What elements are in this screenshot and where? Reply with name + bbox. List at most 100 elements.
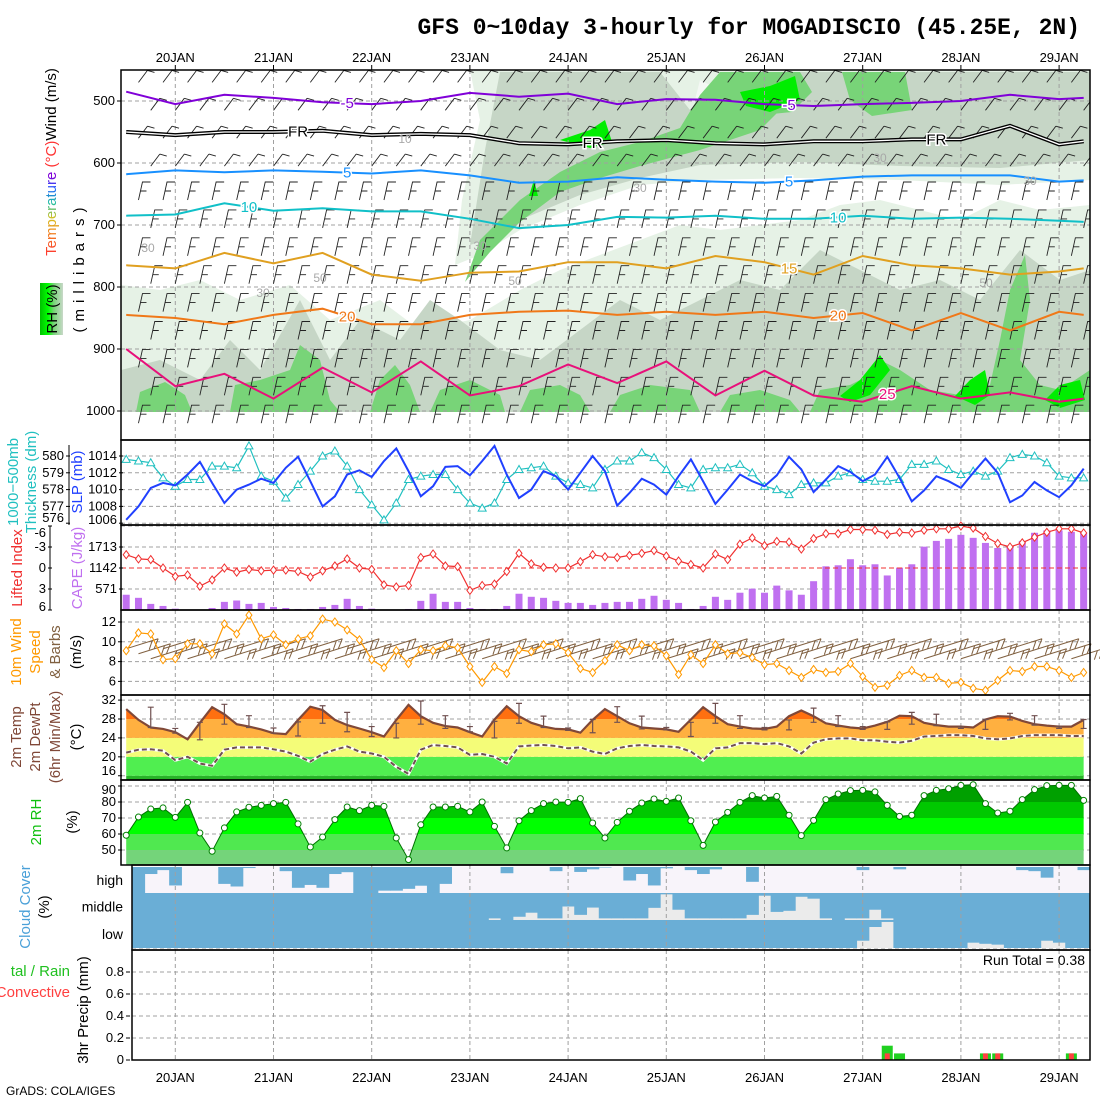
cloud-bar-middle — [991, 893, 1005, 920]
rh-marker — [1043, 782, 1051, 790]
wind-barb — [273, 265, 286, 284]
cloud-bar-low — [500, 920, 514, 948]
wind-barb — [469, 376, 482, 396]
cloud-bar-middle — [1016, 893, 1029, 920]
wind-barb — [260, 293, 274, 312]
day-label-top: 26JAN — [745, 50, 784, 65]
cape-label: CAPE (J/kg) — [69, 527, 86, 610]
lifted-index-marker — [343, 554, 351, 564]
thickness-marker — [219, 461, 230, 470]
cloud-bar-middle — [218, 893, 232, 920]
wind-barb — [567, 321, 581, 340]
cloud-bar-low — [623, 920, 637, 948]
surface-wind-barb — [641, 638, 675, 650]
wind-barb — [727, 348, 740, 368]
wind-barb — [1083, 101, 1090, 111]
cloud-bar-high — [696, 867, 710, 875]
thickness-marker — [305, 466, 316, 475]
cape-bar — [270, 606, 277, 610]
wind-barb — [923, 237, 937, 256]
rh-marker — [736, 798, 744, 806]
surface-wind-barb — [261, 648, 294, 660]
temperature-minmax-bar — [565, 727, 572, 731]
cloud-bar-middle — [390, 893, 403, 920]
lifted-index-marker — [183, 570, 192, 580]
cloud-bar-high — [390, 867, 403, 891]
temperature-minmax-bar — [835, 715, 842, 728]
wind-barb — [1058, 153, 1076, 167]
wind-barb — [1046, 125, 1063, 139]
surface-wind-barb — [936, 638, 969, 650]
wind-barb — [776, 404, 789, 424]
pressure-tick-label: 600 — [93, 155, 115, 170]
run-total: Run Total = 0.38 — [983, 952, 1085, 968]
wind-barb — [825, 348, 838, 368]
wind-barb — [800, 293, 814, 312]
wind-barb — [776, 293, 789, 312]
wind-barb — [322, 265, 335, 284]
wind-barb — [174, 97, 192, 111]
thickness-marker — [465, 498, 475, 507]
wind-barb — [444, 209, 458, 228]
wind-barb — [739, 97, 757, 111]
cloud-bar-middle — [635, 893, 649, 919]
cloud-bar-high — [414, 867, 428, 886]
cape-bar — [662, 599, 670, 610]
thickness-marker — [330, 445, 340, 455]
cloud-bar-high — [1028, 867, 1042, 872]
rh-contour-label: 30 — [473, 239, 487, 253]
cape-bar — [466, 607, 474, 610]
thickness-marker — [1029, 450, 1040, 460]
wind-barb — [309, 70, 327, 83]
rh-legend-box — [40, 283, 63, 335]
cloud-bar-middle — [193, 893, 207, 920]
cloud-bar-low — [672, 920, 686, 948]
wind-barb — [420, 153, 437, 167]
temp-label-3: (6hr Min/Max) — [47, 691, 64, 784]
wind-barb — [187, 70, 204, 83]
lifted-index-marker — [981, 531, 990, 542]
wind-barb — [506, 125, 523, 139]
cloud-bar-low — [819, 920, 833, 948]
rh-marker — [392, 834, 400, 842]
cape-bar — [699, 605, 707, 610]
wind-barb — [678, 404, 691, 424]
wind-barb — [1070, 293, 1084, 312]
wind-speed-marker — [196, 638, 204, 649]
wind-barb — [408, 404, 421, 424]
wind-barb — [408, 181, 421, 201]
cloud-bar-low — [341, 920, 354, 948]
cape-bar — [650, 595, 658, 610]
wind-barb — [1058, 321, 1072, 340]
wind-barb — [481, 181, 495, 201]
temperature-line — [125, 703, 1085, 741]
rh-marker — [134, 813, 142, 821]
wind-barb — [850, 125, 867, 139]
surface-wind-barb — [567, 638, 601, 650]
wind-barb — [358, 348, 372, 368]
cloud-bar-middle — [463, 893, 477, 920]
wind-barb — [309, 404, 323, 424]
temperature-minmax-bar — [1007, 712, 1013, 721]
wind-barb — [837, 376, 851, 396]
cape-bar — [1006, 547, 1014, 610]
cloud-bar-middle — [316, 893, 330, 920]
wind-barb — [1070, 181, 1084, 201]
wind-barb — [653, 125, 671, 139]
lifted-index-marker — [711, 549, 720, 559]
temperature-tick-label: 20 — [102, 749, 116, 764]
isotherm-label: 5 — [785, 174, 793, 191]
isotherm-label: FR — [583, 135, 603, 152]
wind-barb — [518, 265, 531, 284]
slp-tick-label: 1010 — [88, 482, 117, 497]
thickness-marker — [698, 464, 708, 473]
wind-speed-marker — [748, 652, 756, 663]
wind-barb — [1021, 348, 1035, 368]
lifted-index-marker — [147, 554, 155, 565]
wind-barb — [260, 237, 274, 256]
rh-marker — [540, 800, 548, 808]
cloud-bar-low — [1077, 920, 1091, 948]
rh-shading — [121, 70, 1090, 412]
lifted-index-marker — [466, 585, 474, 596]
wind-barb — [739, 265, 752, 284]
